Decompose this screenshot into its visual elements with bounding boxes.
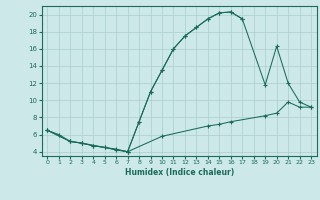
X-axis label: Humidex (Indice chaleur): Humidex (Indice chaleur) xyxy=(124,168,234,177)
